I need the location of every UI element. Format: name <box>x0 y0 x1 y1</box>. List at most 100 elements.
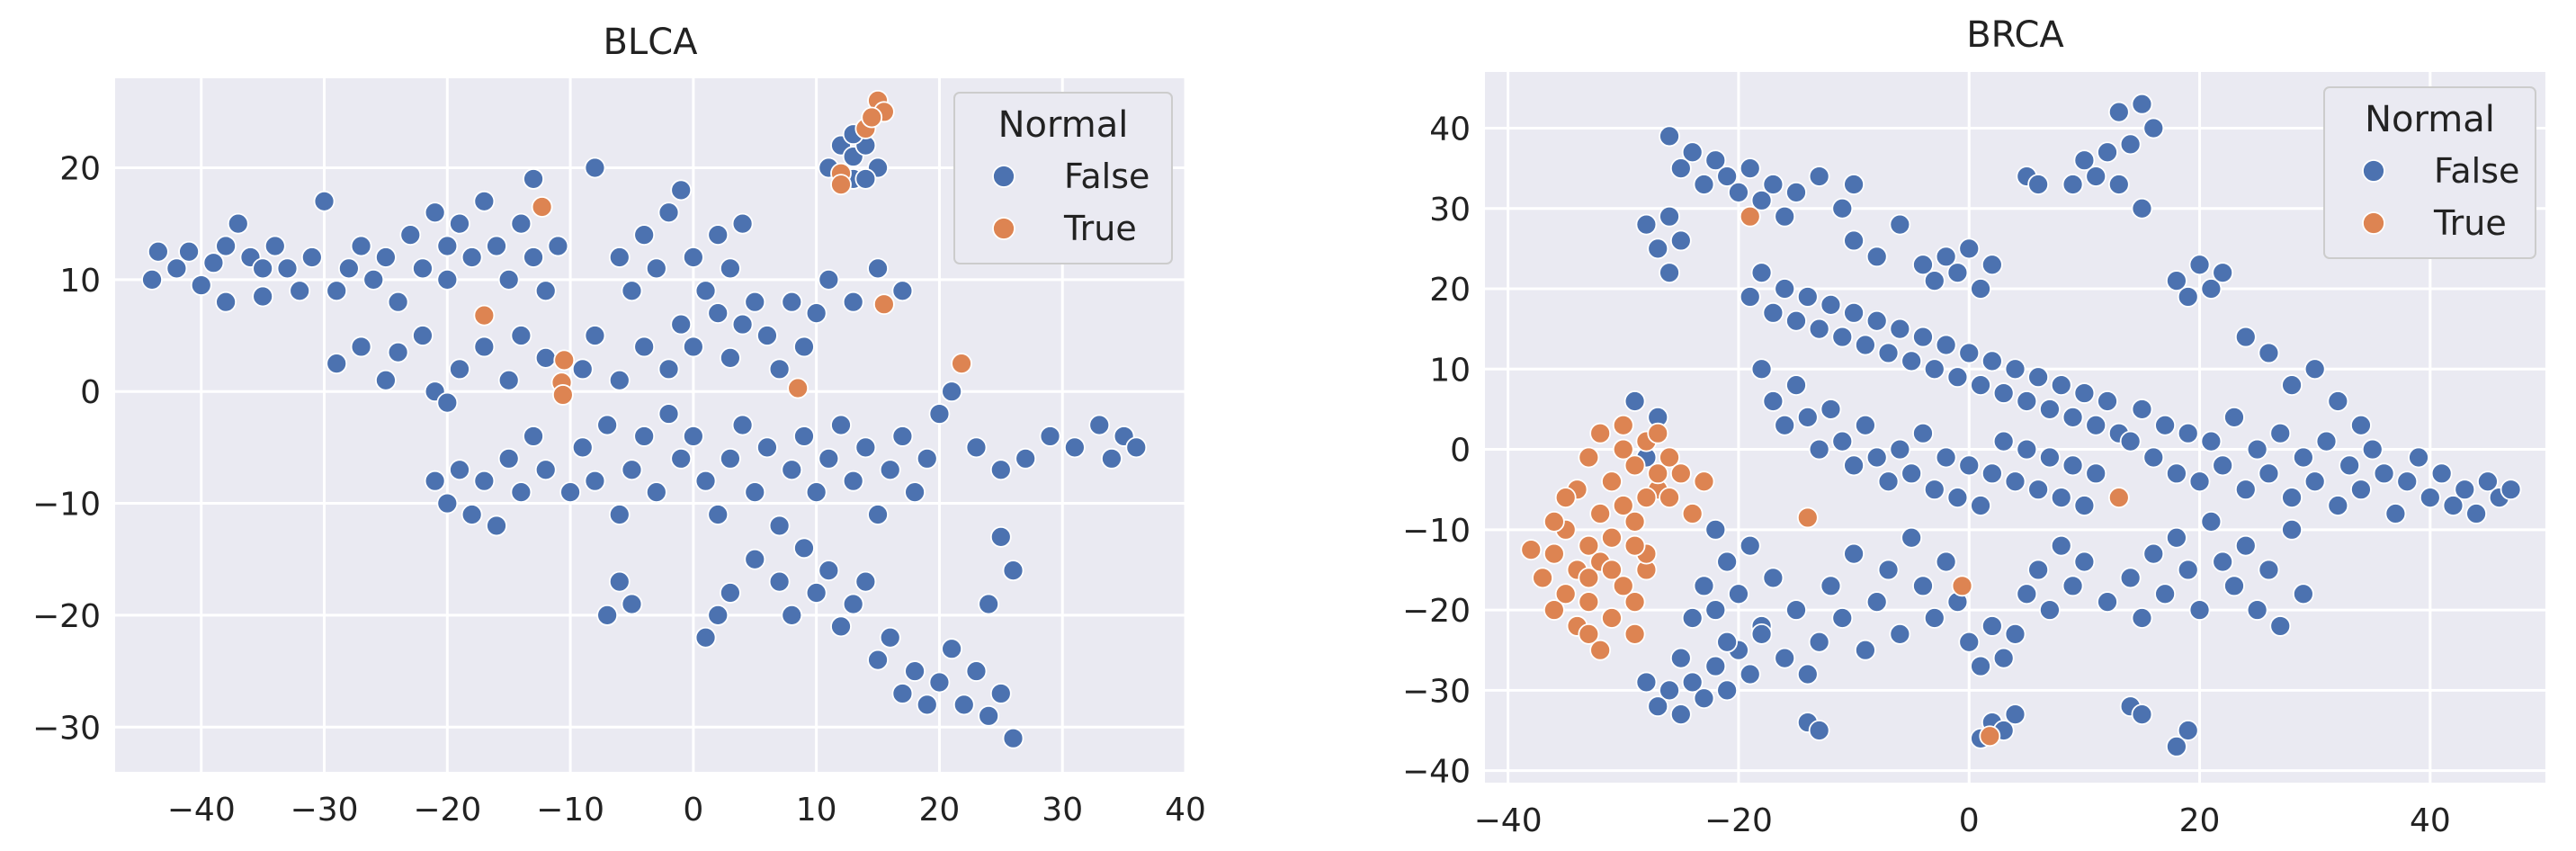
point-false <box>375 369 397 391</box>
point-false <box>1935 551 1957 573</box>
point-false <box>424 202 446 224</box>
point-false <box>1704 518 1727 541</box>
point-false <box>584 157 606 179</box>
x-tick-label: 40 <box>2410 802 2451 839</box>
point-false <box>2131 703 2153 726</box>
point-false <box>2050 534 2072 557</box>
point-false <box>2097 390 2118 412</box>
point-false <box>2016 390 2038 412</box>
point-false <box>1808 631 1830 653</box>
point-false <box>1039 426 1061 447</box>
point-false <box>2188 254 2211 276</box>
point-false <box>1808 166 1830 187</box>
point-false <box>682 246 704 268</box>
point-false <box>1865 446 1888 469</box>
point-false <box>1762 390 1784 412</box>
point-false <box>534 280 557 302</box>
point-false <box>1831 430 1854 452</box>
point-false <box>608 504 631 525</box>
point-false <box>2039 446 2061 469</box>
point-false <box>436 492 459 515</box>
point-true <box>2107 487 2130 509</box>
point-false <box>1843 229 1865 252</box>
point-false <box>2004 703 2026 726</box>
point-false <box>1635 213 1658 236</box>
point-false <box>2258 342 2280 364</box>
point-false <box>547 235 569 257</box>
point-false <box>1831 197 1854 219</box>
point-false <box>1970 655 1991 677</box>
brca-subplot: −40 −20 0 20 40 −40 −30 −20 −10 0 10 20 30 40 BRCA N… <box>1402 14 2545 839</box>
point-false <box>1820 575 1842 597</box>
point-false <box>1796 663 1819 685</box>
point-false <box>657 202 680 224</box>
point-false <box>805 582 827 604</box>
y-tick-label: 40 <box>1429 111 1471 148</box>
point-false <box>510 481 532 504</box>
point-false <box>2085 166 2107 187</box>
point-false <box>190 274 212 296</box>
point-false <box>830 414 852 436</box>
point-false <box>1750 623 1773 645</box>
point-false <box>1088 414 1111 436</box>
point-false <box>2062 174 2084 195</box>
point-false <box>867 257 889 280</box>
x-tick-label: −40 <box>1474 802 1543 839</box>
point-false <box>326 353 348 375</box>
point-false <box>2016 583 2038 605</box>
point-false <box>1831 607 1854 629</box>
point-false <box>1946 487 1969 509</box>
y-tick-label: −40 <box>1402 754 1471 791</box>
point-false <box>264 235 286 257</box>
point-true <box>1578 567 1600 589</box>
point-false <box>1762 174 1784 195</box>
point-false <box>289 280 311 302</box>
point-false <box>2200 430 2223 452</box>
point-true <box>787 377 809 399</box>
y-tick-label: 20 <box>59 150 101 187</box>
point-false <box>375 246 397 268</box>
point-false <box>2177 559 2199 581</box>
point-false <box>1681 671 1704 694</box>
point-false <box>2016 438 2038 461</box>
point-false <box>953 694 975 716</box>
point-false <box>1750 189 1773 211</box>
point-false <box>165 257 188 280</box>
point-false <box>731 212 754 235</box>
point-false <box>1659 262 1680 284</box>
point-false <box>584 470 606 492</box>
point-false <box>1901 526 1923 549</box>
point-false <box>879 459 901 481</box>
point-false <box>2234 479 2257 501</box>
point-false <box>1958 454 1981 477</box>
point-true <box>553 349 576 372</box>
point-false <box>1716 166 1739 187</box>
point-false <box>707 605 729 626</box>
point-false <box>178 240 200 263</box>
point-false <box>608 570 631 593</box>
point-false <box>2223 575 2245 597</box>
point-false <box>2062 454 2084 477</box>
point-false <box>1865 591 1888 614</box>
blca-y-ticks: −30 −20 −10 0 10 20 <box>32 150 101 747</box>
brca-x-ticks: −40 −20 0 20 40 <box>1474 802 2451 839</box>
point-false <box>989 525 1012 548</box>
point-false <box>252 257 274 280</box>
point-true <box>1623 623 1646 645</box>
point-false <box>707 504 729 525</box>
point-false <box>523 426 544 447</box>
point-false <box>2350 414 2372 436</box>
point-false <box>682 426 704 447</box>
point-false <box>989 459 1012 481</box>
point-false <box>608 246 631 268</box>
point-false <box>486 515 507 537</box>
point-false <box>805 481 827 504</box>
point-false <box>2269 422 2292 444</box>
point-false <box>1935 334 1957 356</box>
point-false <box>1981 350 2003 372</box>
point-false <box>2027 174 2050 195</box>
point-false <box>867 504 889 525</box>
x-tick-label: 30 <box>1042 792 1083 829</box>
point-false <box>424 470 446 492</box>
point-true <box>1532 567 1553 589</box>
